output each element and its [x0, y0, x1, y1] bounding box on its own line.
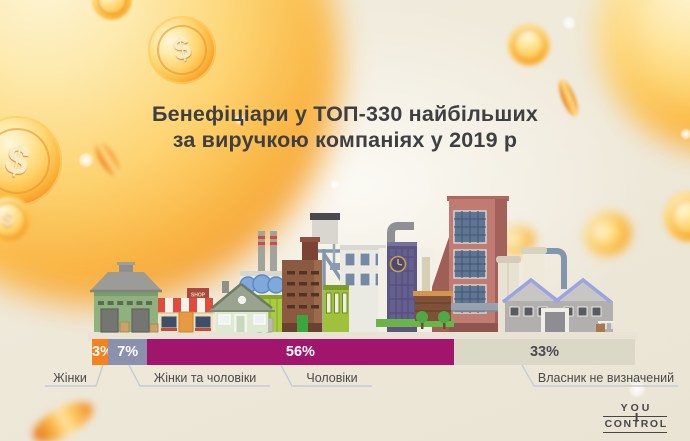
- youcontrol-logo: YOU CONTROL: [603, 402, 667, 433]
- stacked-bar-chart: 3% 7% 56% 33%: [92, 339, 635, 365]
- shop-sign: SHOP: [191, 293, 206, 299]
- bar-segment-owner-undetermined: 33%: [454, 339, 635, 365]
- coin-icon: [501, 17, 557, 73]
- bar-value-owner-undetermined: 33%: [529, 344, 560, 360]
- bar-segment-men: 56%: [146, 339, 454, 365]
- bar-segment-women-and-men: 7%: [108, 339, 147, 365]
- logo-text-control: CONTROL: [603, 417, 667, 433]
- walkway-belt: [432, 303, 542, 311]
- connector-women-and-men: [128, 364, 270, 387]
- shop: SHOP: [157, 288, 215, 333]
- brick-wall-and-trees: [376, 291, 454, 329]
- coin-edge-icon: [27, 394, 99, 441]
- bokeh-dot: [628, 380, 646, 398]
- lime-shed-2: [323, 285, 349, 332]
- bar-segment-women: 3%: [92, 339, 113, 365]
- bar-value-women: 3%: [92, 344, 113, 360]
- legend-label-women-and-men: Жінки та чоловіки: [153, 371, 257, 385]
- dollar-icon: $: [169, 31, 195, 68]
- connector-owner-undetermined: [521, 364, 678, 387]
- tree-icon: [438, 311, 450, 323]
- brick-building: [282, 237, 322, 332]
- legend-label-women: Жінки: [53, 371, 87, 385]
- bokeh-dot: [78, 152, 94, 168]
- bokeh-dot: [680, 128, 690, 140]
- bar-value-men: 56%: [285, 344, 315, 360]
- bar-value-women-and-men: 7%: [117, 344, 139, 360]
- gray-warehouse: [501, 277, 614, 332]
- house: [209, 281, 275, 332]
- exhaust-pipe: [387, 222, 414, 248]
- bokeh-dot: [234, 114, 245, 125]
- logo-text-you: YOU: [603, 402, 667, 417]
- logo-t-stem: [635, 413, 638, 422]
- callout-connectors: [45, 364, 678, 387]
- coin-icon: [92, 0, 132, 20]
- dollar-icon: $: [1, 208, 15, 232]
- city-ground: [88, 332, 638, 341]
- title-line-1: Бенефіціари у ТОП-330 найбільших: [151, 102, 539, 126]
- title-line-2: за виручкою компаніях у 2019 р: [172, 128, 518, 152]
- connector-women: [45, 364, 104, 387]
- coin-icon: [664, 192, 690, 242]
- legend-label-men: Чоловіки: [306, 371, 358, 385]
- legend-label-owner-undetermined: Власник не визначений: [537, 371, 675, 385]
- tree-icon: [416, 311, 428, 323]
- city-illustration: SHOP: [88, 196, 638, 341]
- page-title: Бенефіціари у ТОП-330 найбільших за виру…: [0, 101, 690, 153]
- connector-men: [280, 364, 372, 387]
- bokeh-dot: [562, 16, 576, 30]
- bokeh-dot: [330, 180, 339, 189]
- green-warehouse: [90, 262, 162, 333]
